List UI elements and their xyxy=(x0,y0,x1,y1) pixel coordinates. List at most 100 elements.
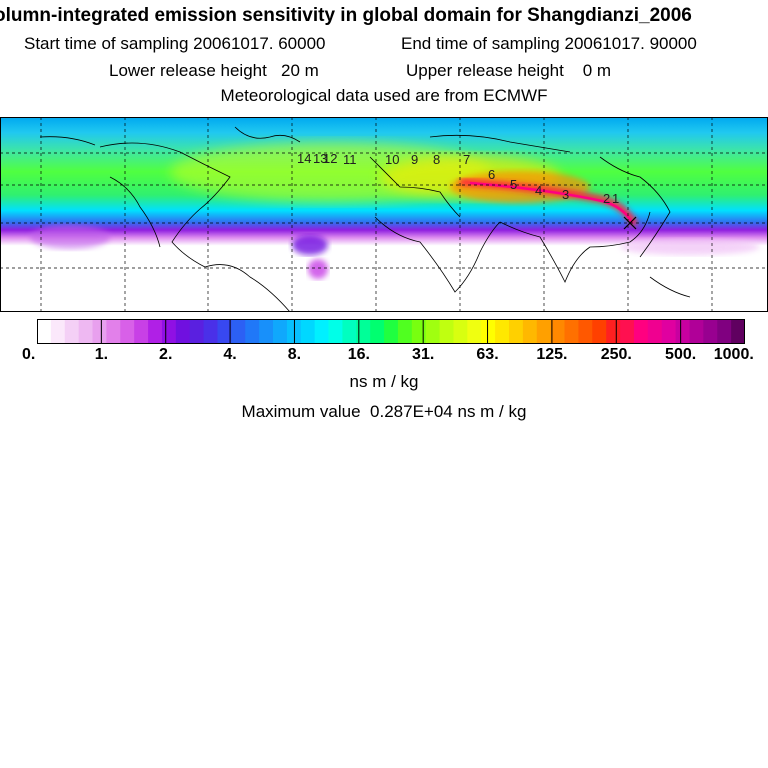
trajectory-label: 11 xyxy=(343,152,357,167)
colorbar-swatch xyxy=(245,319,260,344)
maximum-value: 0.287E+04 xyxy=(370,402,453,421)
colorbar-swatch xyxy=(92,319,108,344)
colorbar-swatch xyxy=(578,319,593,344)
met-data-line: Meteorological data used are from ECMWF xyxy=(220,86,548,105)
colorbar-swatch xyxy=(689,319,704,344)
colorbar-swatch xyxy=(675,319,691,344)
colorbar-tick-label: 63. xyxy=(476,346,499,363)
trajectory-label: 9 xyxy=(411,152,418,167)
end-time-value: 20061017. 90000 xyxy=(564,34,697,53)
colorbar-swatch xyxy=(425,319,441,344)
trajectory-label: 6 xyxy=(488,167,495,182)
colorbar-swatch xyxy=(203,319,219,344)
colorbar-swatch xyxy=(328,319,344,344)
colorbar-tick-label: 0. xyxy=(22,346,36,363)
plot-title: olumn-integrated emission sensitivity in… xyxy=(0,5,692,26)
receptor-marker xyxy=(623,216,637,230)
colorbar-swatch xyxy=(189,319,205,344)
colorbar-swatch xyxy=(633,319,649,344)
colorbar-swatch xyxy=(106,319,121,344)
colorbar-swatch xyxy=(411,319,427,344)
trajectory-label: 5 xyxy=(510,177,517,192)
colorbar-swatch xyxy=(161,319,177,344)
colorbar-swatch xyxy=(342,319,357,344)
coastlines xyxy=(39,126,691,312)
trajectory-label: 7 xyxy=(463,152,470,167)
colorbar-swatch xyxy=(64,319,80,344)
trajectory-label: 4 xyxy=(535,183,542,198)
colorbar-swatch xyxy=(731,319,745,344)
colorbar-tick-label: 250. xyxy=(600,346,632,363)
colorbar-swatch xyxy=(78,319,94,344)
colorbar-tick-label: 8. xyxy=(287,346,302,363)
colorbar-tick-label: 4. xyxy=(223,346,237,363)
colorbar-tick-label: 500. xyxy=(665,346,697,363)
colorbar-swatch xyxy=(564,319,580,344)
lower-height-label: Lower release height xyxy=(109,61,267,80)
colorbar-tick-label: 2. xyxy=(159,346,173,363)
colorbar-swatch xyxy=(50,319,66,344)
start-time-line: Start time of sampling 20061017. 60000 xyxy=(24,34,768,54)
colorbar xyxy=(37,319,745,344)
colorbar-tick-label: 16. xyxy=(347,346,370,363)
colorbar-tick-label: 1000. xyxy=(713,346,754,363)
trajectory-label: 1 xyxy=(612,191,619,206)
colorbar-swatch xyxy=(467,319,482,344)
colorbar-swatch xyxy=(134,319,149,344)
colorbar-swatch xyxy=(453,319,468,344)
colorbar-swatch xyxy=(273,319,288,344)
colorbar-swatch xyxy=(120,319,135,344)
colorbar-swatch xyxy=(217,319,232,344)
upper-height-value: 0 m xyxy=(582,61,612,80)
sensitivity-field xyxy=(0,117,768,312)
trajectory-label: 14 xyxy=(297,151,311,166)
colorbar-swatch xyxy=(37,319,52,344)
colorbar-units: ns m / kg xyxy=(349,372,419,391)
colorbar-swatch xyxy=(370,319,385,344)
colorbar-frame xyxy=(37,319,745,344)
colorbar-swatch xyxy=(356,319,371,344)
colorbar-swatch xyxy=(606,319,621,344)
grid-lines xyxy=(0,117,768,312)
upper-height-label: Upper release height xyxy=(406,61,564,80)
trajectory-label: 10 xyxy=(385,152,399,167)
colorbar-tick-label: 31. xyxy=(412,346,435,363)
maximum-value-units: ns m / kg xyxy=(457,402,527,421)
colorbar-swatch xyxy=(647,319,663,344)
colorbar-swatch xyxy=(620,319,635,344)
trajectory-label: 2 xyxy=(603,191,610,206)
colorbar-swatch xyxy=(550,319,566,344)
colorbar-swatch xyxy=(495,319,510,344)
colorbar-swatch xyxy=(661,319,677,344)
end-time-line: End time of sampling 20061017. 90000 xyxy=(401,34,768,54)
maximum-value-label: Maximum value xyxy=(241,402,361,421)
start-time-label: Start time of sampling xyxy=(24,34,189,53)
colorbar-tick-label: 1. xyxy=(94,346,109,363)
trajectory-label: 12 xyxy=(323,151,337,166)
end-time-label: End time of sampling xyxy=(401,34,560,53)
maximum-value-line: Maximum value 0.287E+04 ns m / kg xyxy=(0,402,768,422)
colorbar-swatch xyxy=(717,319,732,344)
trajectory-label: 13 xyxy=(313,151,327,166)
trajectory-label: 8 xyxy=(433,152,440,167)
colorbar-swatch xyxy=(592,319,607,344)
colorbar-swatch xyxy=(231,319,246,344)
colorbar-swatch xyxy=(509,319,524,344)
colorbar-swatch xyxy=(300,319,316,344)
colorbar-swatch xyxy=(148,319,163,344)
colorbar-swatch xyxy=(522,319,538,344)
colorbar-swatch xyxy=(439,319,455,344)
colorbar-swatch xyxy=(481,319,496,344)
colorbar-swatch xyxy=(536,319,552,344)
colorbar-swatch xyxy=(175,319,191,344)
trajectory-label: 3 xyxy=(562,187,569,202)
colorbar-swatch xyxy=(259,319,274,344)
lower-height-line: Lower release height 20 m xyxy=(109,61,409,81)
start-time-value: 20061017. 60000 xyxy=(193,34,326,53)
lower-height-value: 20 m xyxy=(281,61,319,80)
colorbar-swatch xyxy=(314,319,330,344)
colorbar-swatch xyxy=(384,319,399,344)
colorbar-swatch xyxy=(397,319,413,344)
upper-height-line: Upper release height 0 m xyxy=(406,61,766,81)
